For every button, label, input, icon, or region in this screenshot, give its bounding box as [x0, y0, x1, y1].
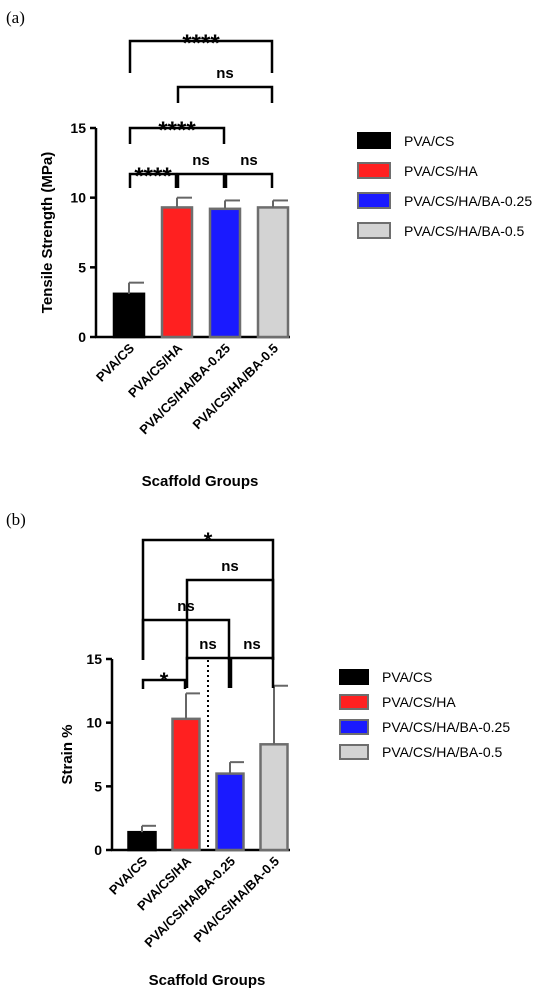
bracket-line [176, 85, 274, 103]
legend-swatch [357, 222, 391, 239]
legend-label: PVA/CS/HA [404, 163, 478, 179]
significance-bracket: ns [229, 636, 275, 688]
bar [259, 743, 289, 852]
significance-label: ns [243, 636, 261, 653]
x-tick-label: PVA/CS [106, 853, 150, 897]
chart-panel-b: (b) 0 5 10 15 Strain % PVA/CS PVA/CS/HA PVA/CS/… [0, 500, 550, 998]
y-tick-label: 0 [78, 329, 86, 345]
significance-label: **** [182, 30, 220, 57]
significance-bracket: ns [185, 636, 231, 688]
significance-bracket: * [141, 528, 275, 660]
x-tick-label: PVA/CS/HA/BA-0.5 [189, 341, 281, 433]
legend-label: PVA/CS/HA [382, 694, 456, 710]
legend-swatch [357, 162, 391, 179]
y-tick-label: 15 [70, 120, 86, 136]
strain-chart: 0 5 10 15 Strain % PVA/CS PVA/CS/HA PVA/CS/HA/B… [59, 528, 510, 989]
bracket-line [128, 126, 226, 144]
significance-label: ns [221, 558, 239, 575]
bracket-line [224, 172, 274, 188]
bar [112, 292, 146, 339]
legend-label: PVA/CS/HA/BA-0.5 [382, 744, 503, 760]
chart-panel-a: (a) 0 5 10 15 Tensile Strength (MPa) PVA/CS PV… [6, 8, 532, 490]
legend-label: PVA/CS/HA/BA-0.25 [382, 719, 510, 735]
significance-label: **** [134, 163, 172, 190]
bracket-line [128, 172, 178, 188]
significance-bracket: * [141, 668, 187, 693]
bracket-line [176, 172, 226, 188]
significance-label: * [204, 528, 213, 553]
y-tick-label: 10 [86, 715, 102, 731]
legend-label: PVA/CS [404, 133, 454, 149]
significance-bracket: ns [224, 152, 274, 188]
legend-swatch [339, 719, 369, 735]
significance-bracket: **** [128, 117, 226, 144]
bracket-line [229, 656, 275, 688]
x-tick-label: PVA/CS/HA/BA-0.5 [190, 854, 282, 946]
significance-label: ns [192, 152, 210, 169]
legend-swatch [339, 694, 369, 710]
significance-bracket: ns [176, 152, 226, 188]
significance-label: ns [216, 65, 234, 82]
significance-bracket: **** [128, 30, 274, 73]
legend-label: PVA/CS/HA/BA-0.5 [404, 223, 525, 239]
bracket-line [128, 39, 274, 73]
significance-bracket: **** [128, 163, 178, 190]
y-axis-title: Tensile Strength (MPa) [39, 152, 56, 313]
y-axis-title: Strain % [59, 724, 76, 784]
legend-swatch [357, 192, 391, 209]
legend-label: PVA/CS [382, 669, 432, 685]
significance-label: ns [240, 152, 258, 169]
significance-label: ns [199, 636, 217, 653]
x-axis-title: Scaffold Groups [149, 972, 266, 989]
x-axis-title: Scaffold Groups [142, 473, 259, 490]
bracket-line [141, 538, 275, 660]
bar [127, 830, 157, 852]
y-tick-label: 5 [78, 259, 86, 275]
significance-label: * [160, 668, 169, 693]
bar [160, 206, 194, 339]
y-tick-label: 10 [70, 190, 86, 206]
significance-bracket: ns [176, 65, 274, 103]
legend-swatch [339, 669, 369, 685]
bar [208, 207, 242, 339]
x-tick-label: PVA/CS/HA/BA-0.25 [136, 341, 233, 438]
legend-swatch [339, 744, 369, 760]
bar [215, 772, 245, 852]
significance-label: **** [158, 117, 196, 144]
x-tick-label: PVA/CS [93, 340, 137, 384]
panel-label-b: (b) [6, 510, 26, 529]
bar [171, 717, 201, 852]
bar [256, 206, 290, 339]
legend-swatch [357, 132, 391, 149]
y-tick-label: 5 [94, 778, 102, 794]
y-tick-label: 0 [94, 842, 102, 858]
bracket-line [141, 678, 187, 689]
legend-label: PVA/CS/HA/BA-0.25 [404, 193, 532, 209]
panel-label-a: (a) [6, 8, 25, 27]
y-tick-label: 15 [86, 651, 102, 667]
bracket-line [185, 656, 231, 688]
